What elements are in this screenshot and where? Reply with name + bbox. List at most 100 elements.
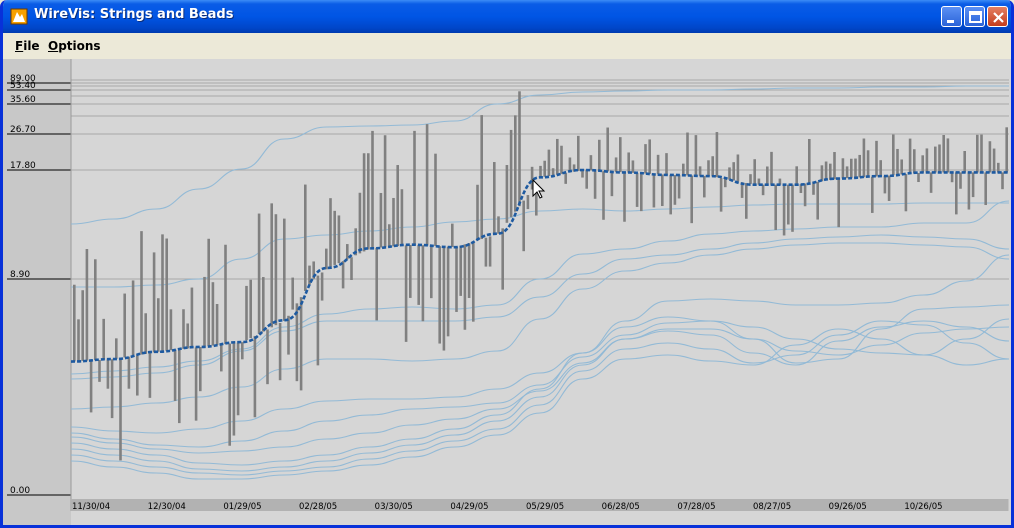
bead-bar (673, 175, 677, 205)
bead-bar (211, 282, 215, 346)
bead-bar (123, 293, 126, 358)
bead-bar (396, 165, 399, 247)
bead-bar (295, 303, 299, 382)
bead-bar (81, 290, 84, 361)
maximize-button[interactable] (964, 6, 985, 27)
bead-bar (497, 216, 500, 234)
close-icon (993, 12, 1004, 23)
bead-bar (913, 149, 916, 174)
bead-bar (791, 184, 794, 232)
bead-bar (770, 151, 773, 185)
bead-bar (459, 245, 462, 296)
bead-bar (480, 115, 483, 240)
y-tick-label: 17.80 (10, 161, 36, 171)
menu-options-label: ptions (58, 39, 101, 53)
bead-bar (270, 203, 273, 328)
bead-bar (551, 168, 555, 176)
bead-bar (106, 359, 110, 389)
bead-bar (253, 335, 257, 418)
bead-bar (228, 343, 231, 446)
bead-bar (761, 184, 765, 196)
x-tick-label: 01/29/05 (223, 502, 261, 512)
bead-bar (812, 182, 815, 195)
bead-bar (94, 259, 97, 361)
bead-bar (73, 284, 76, 362)
bead-bar (879, 160, 882, 177)
bead-bar (938, 144, 941, 173)
bead-bar (262, 277, 265, 332)
bead-bar (589, 155, 593, 171)
x-tick-label: 06/28/05 (602, 502, 640, 512)
bead-bar (959, 172, 962, 189)
bead-bar (787, 184, 790, 225)
bead-bar (127, 356, 131, 389)
bead-bar (661, 174, 664, 207)
bead-bar (677, 175, 681, 199)
bead-bar (152, 252, 156, 353)
y-tick-label: 26.70 (10, 125, 36, 135)
bead-bar (484, 237, 488, 267)
chart-area[interactable]: 89.00 53.40 35.60 26.70 17.80 8.90 0.00 11/30/0… (3, 59, 1011, 525)
menu-file[interactable]: File (15, 39, 40, 53)
bead-bar (102, 318, 105, 360)
bead-bar (728, 167, 731, 180)
bead-bar (430, 245, 433, 299)
bead-bar (472, 241, 475, 322)
bead-bar (1001, 172, 1004, 190)
close-button[interactable] (987, 6, 1008, 27)
minimize-button[interactable] (941, 6, 962, 27)
window-title: WireVis: Strings and Beads (34, 7, 234, 22)
bead-bar (585, 170, 588, 189)
bead-bar (774, 184, 777, 231)
bead-bar (110, 359, 114, 419)
bead-bar (917, 173, 920, 183)
bead-bar (547, 149, 551, 177)
bead-bar (925, 148, 929, 173)
y-tick-label: 53.40 (10, 81, 36, 91)
bead-bar (476, 184, 479, 241)
bead-bar (694, 135, 698, 176)
bead-bar (404, 245, 408, 342)
bead-bar (278, 323, 282, 381)
bead-bar (984, 172, 987, 206)
bead-bar (745, 183, 748, 219)
bead-bar (837, 178, 840, 228)
bead-bar (858, 154, 861, 178)
x-tick-label: 04/29/05 (450, 502, 488, 512)
bead-bar (148, 353, 152, 398)
bead-bar (665, 153, 668, 175)
transaction-string (70, 326, 1010, 454)
bead-bar (203, 276, 206, 347)
highlighted-string (70, 168, 1009, 363)
bead-bar (955, 172, 958, 215)
bead-bar (871, 176, 874, 213)
bead-bar (875, 140, 878, 177)
bead-bar (514, 115, 517, 212)
bead-bar (434, 153, 437, 246)
bead-bar (421, 245, 425, 322)
bead-bar (568, 157, 572, 173)
bead-bar (992, 148, 996, 173)
x-axis-strip (70, 499, 1009, 511)
bead-bar (703, 175, 706, 198)
bead-bar (564, 173, 567, 184)
bead-bar (350, 257, 353, 281)
title-bar[interactable]: WireVis: Strings and Beads (3, 0, 1011, 33)
bead-bar (614, 157, 618, 172)
bead-bar (451, 223, 454, 247)
menu-file-mnemonic: F (15, 39, 24, 53)
bead-bar (736, 154, 740, 182)
bead-bar (803, 183, 807, 207)
menu-options[interactable]: Options (48, 39, 101, 53)
y-tick-label: 89.00 (10, 74, 36, 84)
bead-bar (581, 170, 584, 178)
bead-bar (375, 247, 378, 321)
bead-bar (199, 346, 202, 392)
bead-bar (799, 184, 803, 193)
bead-bar (501, 228, 504, 290)
bead-bar (169, 309, 173, 351)
bead-bar (610, 171, 614, 197)
bead-bar (908, 138, 912, 174)
bead-bar (656, 154, 660, 175)
